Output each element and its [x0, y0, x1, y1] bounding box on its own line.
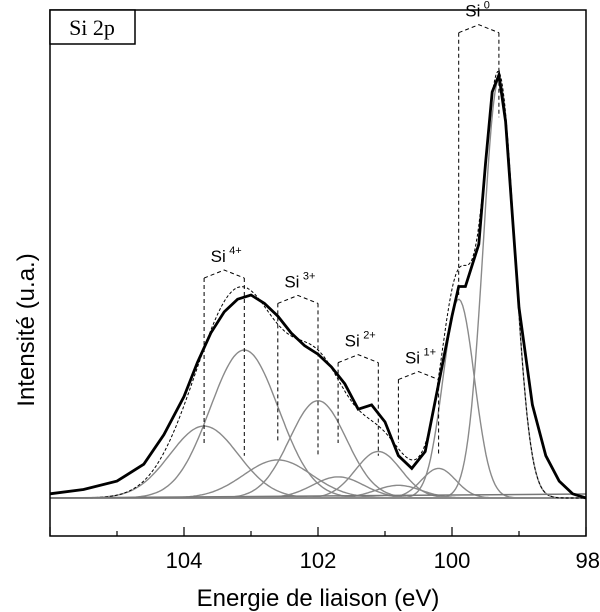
- fit-envelope-line: [50, 71, 586, 499]
- fit-component-10: [50, 78, 586, 499]
- x-axis-ticks: 104 102 100 98: [49, 527, 600, 573]
- species-label-1: Si: [211, 247, 226, 266]
- species-label-3: Si: [345, 332, 360, 351]
- species-label-2: Si: [284, 272, 299, 291]
- x-tick-label-104: 104: [166, 548, 203, 573]
- fit-component-3: [50, 459, 586, 499]
- y-axis-title: Intensité (u.a.): [13, 253, 40, 406]
- species-sup-3: 2+: [363, 330, 376, 342]
- panel-label: Si 2p: [69, 15, 115, 40]
- species-bracket-3: [337, 354, 379, 364]
- species-label-5: Si: [465, 2, 480, 21]
- species-annotations: Si 4+Si 3+Si 2+Si 1+Si 0: [203, 0, 500, 456]
- x-tick-label-98: 98: [576, 548, 600, 573]
- x-tick-label-102: 102: [300, 548, 337, 573]
- species-bracket-1: [203, 269, 245, 279]
- species-sup-2: 3+: [303, 270, 316, 282]
- species-bracket-4: [398, 371, 439, 381]
- species-sup-5: 0: [484, 0, 490, 12]
- species-sup-1: 4+: [229, 245, 242, 257]
- x-axis-title: Energie de liaison (eV): [197, 585, 440, 612]
- measured-spectrum-line: [49, 69, 587, 500]
- background-line: [49, 493, 587, 499]
- species-label-4: Si: [405, 349, 420, 368]
- species-sup-4: 1+: [424, 347, 437, 359]
- species-bracket-5: [458, 24, 500, 34]
- species-bracket-2: [277, 294, 319, 304]
- plot-frame: [49, 9, 587, 537]
- x-tick-label-100: 100: [434, 548, 471, 573]
- panel-label-box: [49, 9, 136, 45]
- fit-component-9: [50, 298, 586, 499]
